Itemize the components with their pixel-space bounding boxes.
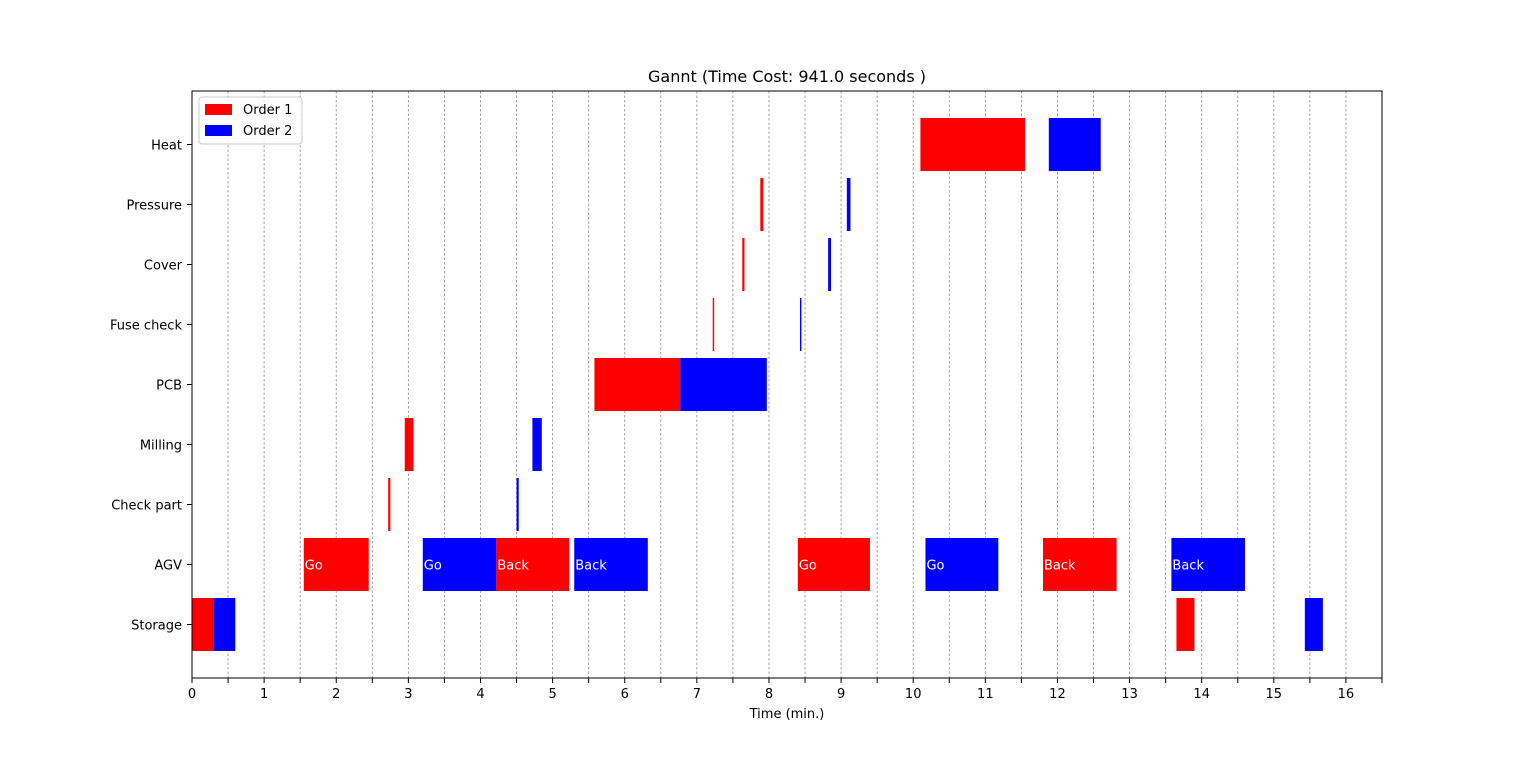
task-bar-label: Go <box>424 559 442 574</box>
task-bar <box>1176 598 1195 651</box>
x-tick-label: 5 <box>548 687 556 702</box>
x-tick-label: 7 <box>693 687 701 702</box>
x-tick-label: 2 <box>332 687 340 702</box>
task-bar-label: Back <box>497 559 529 574</box>
task-bar <box>797 538 870 591</box>
task-bar <box>516 478 519 531</box>
task-bar <box>213 598 236 651</box>
task-bar-labels: Go Go Back Back Go Go Back Back <box>305 559 1205 574</box>
y-tick-label: PCB <box>156 379 182 394</box>
task-bar <box>388 478 391 531</box>
x-tick-label: 12 <box>1049 687 1066 702</box>
task-bars <box>192 118 1323 651</box>
x-tick-label: 11 <box>977 687 994 702</box>
task-bar <box>496 538 570 591</box>
x-tick-label: 4 <box>476 687 484 702</box>
x-tick-label: 10 <box>905 687 922 702</box>
task-bar <box>532 418 542 471</box>
x-tick-label: 6 <box>621 687 629 702</box>
x-tick-label: 0 <box>188 687 196 702</box>
task-bar <box>1304 598 1323 651</box>
x-tick-label: 14 <box>1193 687 1210 702</box>
task-bar <box>1171 538 1245 591</box>
y-tick-label: Cover <box>144 259 183 274</box>
task-bar <box>920 118 1025 171</box>
x-tick-label: 15 <box>1266 687 1283 702</box>
task-bar-label: Go <box>799 559 817 574</box>
task-bar <box>846 178 851 231</box>
y-tick-label: Storage <box>131 619 182 634</box>
y-tick-label: Heat <box>151 139 182 154</box>
task-bar <box>1043 538 1117 591</box>
task-bar <box>828 238 831 291</box>
task-bar <box>712 298 715 351</box>
legend-entry-label: Order 2 <box>243 124 292 139</box>
x-tick-label: 16 <box>1338 687 1355 702</box>
task-bar <box>925 538 999 591</box>
x-tick-label: 1 <box>260 687 268 702</box>
legend-swatch <box>205 104 232 115</box>
x-axis: 0 1 2 3 4 5 6 7 8 9 10 11 12 13 14 15 16 <box>188 678 1383 702</box>
y-tick-label: AGV <box>154 559 182 574</box>
task-bar <box>680 358 767 411</box>
legend-entry-label: Order 1 <box>243 103 292 118</box>
task-bar <box>742 238 745 291</box>
legend-swatch <box>205 125 232 136</box>
x-tick-label: 9 <box>837 687 845 702</box>
task-bar <box>574 538 648 591</box>
task-bar <box>799 298 802 351</box>
legend: Order 1 Order 2 <box>198 96 303 145</box>
task-bar-label: Back <box>1044 559 1076 574</box>
task-bar-label: Back <box>575 559 607 574</box>
task-bar <box>422 538 497 591</box>
task-bar-label: Go <box>926 559 944 574</box>
task-bar-label: Back <box>1172 559 1204 574</box>
x-tick-label: 13 <box>1121 687 1138 702</box>
task-bar <box>1048 118 1101 171</box>
chart-title: Gannt (Time Cost: 941.0 seconds ) <box>648 67 926 86</box>
y-tick-label: Milling <box>140 439 182 454</box>
task-bar <box>303 538 369 591</box>
y-tick-label: Check part <box>111 499 182 514</box>
task-bar <box>192 598 214 651</box>
x-tick-label: 3 <box>404 687 412 702</box>
y-tick-label: Fuse check <box>110 319 182 334</box>
task-bar-label: Go <box>305 559 323 574</box>
y-tick-label: Pressure <box>126 199 182 214</box>
task-bar <box>760 178 764 231</box>
task-bar <box>594 358 681 411</box>
x-axis-label: Time (min.) <box>749 707 825 722</box>
task-bar <box>404 418 414 471</box>
x-tick-label: 8 <box>765 687 773 702</box>
y-axis: Heat Pressure Cover Fuse check PCB Milling Che… <box>110 139 192 634</box>
